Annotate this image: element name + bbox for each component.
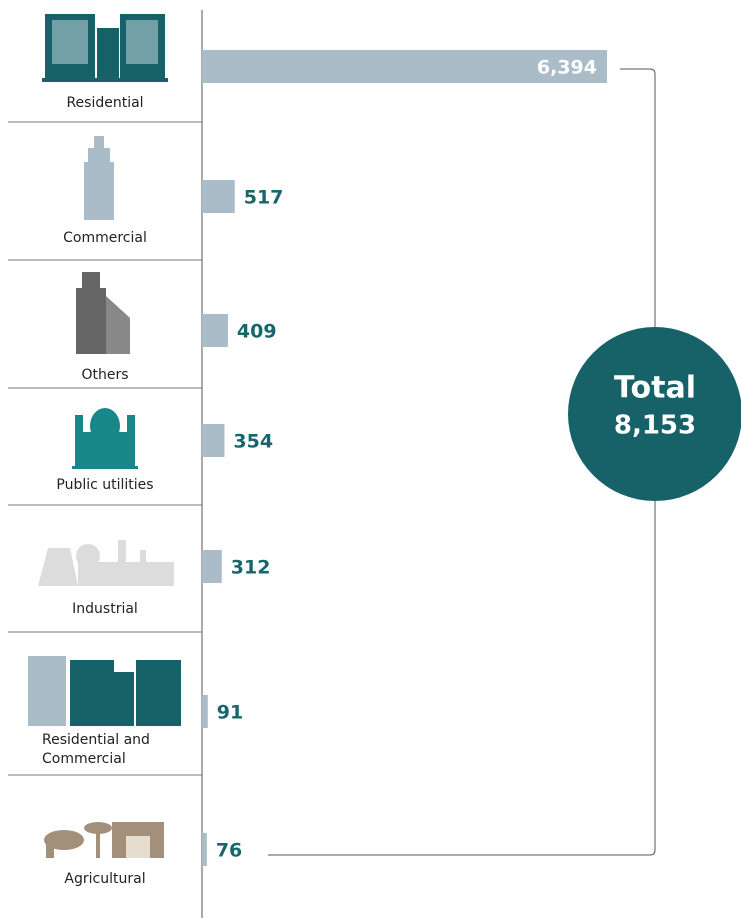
value-label: 354 — [233, 431, 273, 453]
category-label: Commercial — [30, 229, 180, 248]
bar — [202, 695, 208, 728]
total-label: Total — [614, 371, 696, 406]
icon-others — [76, 272, 130, 354]
value-label: 517 — [244, 187, 284, 209]
chart: Total 8,153 6,394 517 409 354 312 91 76 — [0, 0, 741, 918]
category-label: Industrial — [30, 600, 180, 619]
value-label: 91 — [217, 702, 243, 724]
icon-residential — [42, 14, 168, 82]
value-label: 312 — [231, 557, 271, 579]
infographic: Total 8,153 6,394 517 409 354 312 91 76 Reside… — [0, 0, 741, 918]
icon-public-utilities — [72, 408, 138, 469]
value-label: 409 — [237, 321, 277, 343]
icon-agricultural — [44, 822, 164, 858]
category-label: Others — [30, 366, 180, 385]
bar — [202, 180, 235, 213]
icon-residential-commercial — [28, 656, 181, 726]
bar — [202, 833, 207, 866]
category-label: Residential and Commercial — [42, 731, 157, 769]
icon-commercial — [84, 136, 114, 220]
bar — [202, 550, 222, 583]
category-label: Public utilities — [30, 476, 180, 495]
category-label: Residential — [30, 94, 180, 113]
value-label: 6,394 — [537, 57, 597, 79]
value-label: 76 — [216, 840, 242, 862]
total-value: 8,153 — [614, 411, 696, 441]
icon-industrial — [38, 540, 174, 586]
bar — [202, 314, 228, 347]
category-label: Agricultural — [30, 870, 180, 889]
bar — [202, 424, 224, 457]
